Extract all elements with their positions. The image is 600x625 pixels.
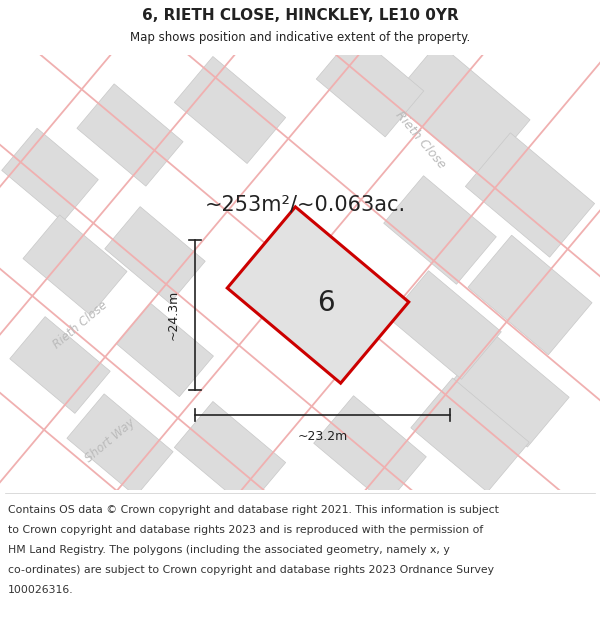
Text: co-ordinates) are subject to Crown copyright and database rights 2023 Ordnance S: co-ordinates) are subject to Crown copyr… <box>8 565 494 575</box>
Polygon shape <box>451 333 569 447</box>
Polygon shape <box>116 303 214 397</box>
Polygon shape <box>389 271 502 379</box>
Polygon shape <box>227 207 409 383</box>
Polygon shape <box>314 396 427 504</box>
Text: to Crown copyright and database rights 2023 and is reproduced with the permissio: to Crown copyright and database rights 2… <box>8 525 483 535</box>
Text: ~24.3m: ~24.3m <box>167 290 179 340</box>
Polygon shape <box>175 401 286 509</box>
Text: ~23.2m: ~23.2m <box>298 431 347 444</box>
Text: 6: 6 <box>317 289 335 317</box>
Polygon shape <box>105 207 205 303</box>
Polygon shape <box>390 42 530 177</box>
Polygon shape <box>23 215 127 315</box>
Polygon shape <box>2 128 98 222</box>
Text: Rieth Close: Rieth Close <box>50 299 110 351</box>
Polygon shape <box>383 176 496 284</box>
Text: Map shows position and indicative extent of the property.: Map shows position and indicative extent… <box>130 31 470 44</box>
Polygon shape <box>77 84 183 186</box>
Text: Short Way: Short Way <box>83 416 137 464</box>
Polygon shape <box>10 317 110 413</box>
Text: 100026316.: 100026316. <box>8 585 74 595</box>
Text: Rieth Close: Rieth Close <box>392 109 448 171</box>
Polygon shape <box>67 394 173 496</box>
Polygon shape <box>411 378 529 492</box>
Text: 6, RIETH CLOSE, HINCKLEY, LE10 0YR: 6, RIETH CLOSE, HINCKLEY, LE10 0YR <box>142 8 458 22</box>
Polygon shape <box>175 56 286 164</box>
Text: Contains OS data © Crown copyright and database right 2021. This information is : Contains OS data © Crown copyright and d… <box>8 505 499 515</box>
Polygon shape <box>466 133 595 257</box>
Text: ~253m²/~0.063ac.: ~253m²/~0.063ac. <box>205 195 406 215</box>
Text: HM Land Registry. The polygons (including the associated geometry, namely x, y: HM Land Registry. The polygons (includin… <box>8 545 450 555</box>
Polygon shape <box>316 33 424 137</box>
Polygon shape <box>468 235 592 355</box>
